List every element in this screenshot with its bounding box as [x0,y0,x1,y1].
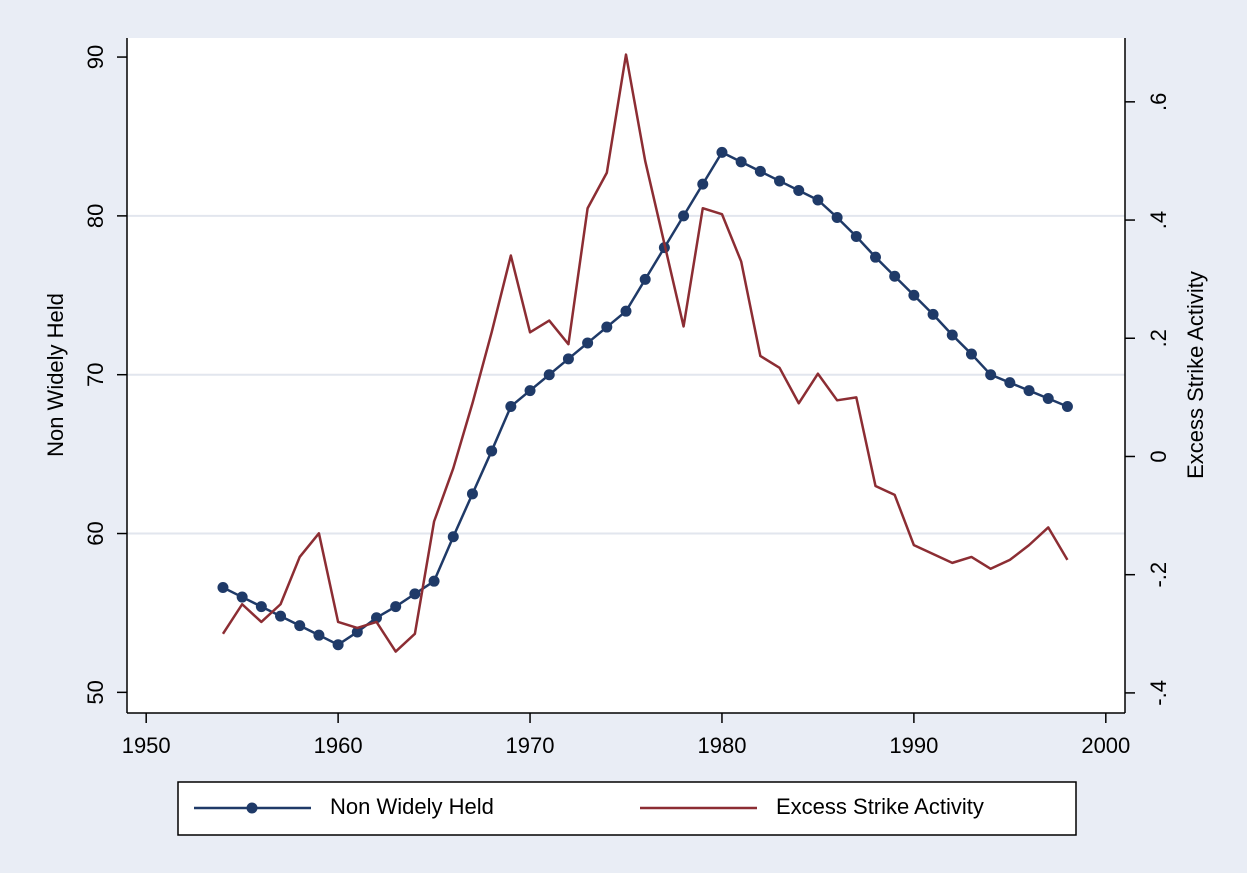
y2-tick-label: .6 [1146,93,1171,111]
point [294,620,306,632]
point [390,601,402,613]
point [620,305,632,317]
point [409,588,421,600]
point [793,184,805,196]
point [985,369,997,381]
point [217,582,229,594]
point [601,321,613,333]
point [371,612,382,624]
point [1042,393,1054,405]
x-tick-label: 1950 [122,733,171,758]
point [543,369,555,381]
point [639,273,651,285]
point [351,626,363,638]
point [735,156,747,168]
x-tick-label: 1970 [506,733,555,758]
point [313,629,325,641]
point [486,445,498,457]
point [1004,377,1016,389]
y-tick-label: 50 [83,680,108,704]
point [908,289,920,301]
point [870,251,881,263]
point [582,337,594,349]
y2-tick-label: .4 [1146,211,1171,229]
point [505,400,517,412]
y-axis-title: Non Widely Held [43,293,68,457]
x-tick-label: 2000 [1081,733,1130,758]
legend-marker [246,802,258,814]
point [236,591,248,603]
point [466,488,478,500]
y-tick-label: 70 [83,362,108,386]
point [1023,385,1035,397]
point [965,348,977,360]
point [678,210,690,222]
y-tick-label: 90 [83,45,108,69]
point [850,231,862,243]
point [524,385,536,397]
point [332,639,344,651]
y-tick-label: 60 [83,521,108,545]
point [697,178,709,190]
point [275,610,287,622]
point [774,175,786,187]
point [946,329,958,341]
point [812,194,824,206]
point [255,601,267,613]
point [889,270,901,282]
point [1061,400,1073,412]
point [428,575,440,587]
point [831,211,843,223]
legend-label: Non Widely Held [330,794,494,819]
y2-tick-label: -.2 [1146,562,1171,588]
point [927,308,939,320]
y2-tick-label: .2 [1146,329,1171,347]
x-tick-label: 1960 [314,733,363,758]
point [447,531,459,543]
y2-tick-label: -.4 [1146,680,1171,706]
point [716,146,728,158]
y-tick-label: 80 [83,204,108,228]
legend-label: Excess Strike Activity [776,794,984,819]
x-tick-label: 1980 [697,733,746,758]
legend [177,781,1077,836]
y2-axis-title: Excess Strike Activity [1183,271,1208,479]
point [562,353,574,365]
y2-tick-label: 0 [1146,450,1171,462]
series-line [221,53,1069,653]
x-tick-label: 1990 [889,733,938,758]
point [754,165,766,177]
